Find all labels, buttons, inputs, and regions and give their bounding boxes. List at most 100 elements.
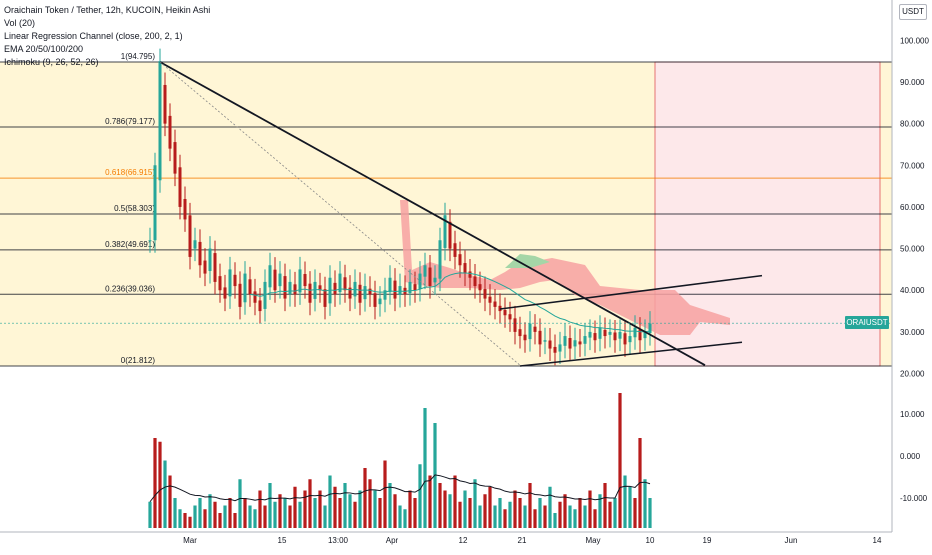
volume-bar (633, 498, 637, 528)
candle-body (343, 277, 347, 291)
volume-bar (408, 490, 412, 528)
candle-body (438, 240, 442, 279)
candle-body (648, 323, 652, 334)
volume-bar (513, 490, 517, 528)
volume-bar (208, 494, 212, 528)
legend-ema[interactable]: EMA 20/50/100/200 (4, 44, 84, 54)
volume-bar (173, 498, 177, 528)
volume-bar (163, 460, 167, 528)
volume-bar (373, 490, 377, 528)
volume-bar (483, 494, 487, 528)
volume-bar (413, 498, 417, 528)
candle-body (283, 276, 287, 299)
volume-bar (273, 501, 277, 528)
y-tick-label: 90.000 (900, 78, 925, 87)
legend-volume[interactable]: Vol (20) (4, 18, 36, 28)
volume-bar (573, 509, 577, 528)
volume-bar (583, 505, 587, 528)
cloud-green (505, 254, 550, 268)
volume-bar (228, 498, 232, 528)
volume-bar (358, 490, 362, 528)
candle-body (523, 334, 527, 341)
volume-bar (473, 479, 477, 528)
unit-label[interactable]: USDT (899, 4, 927, 20)
ichimoku-cloud (400, 200, 730, 335)
channel-lower-line (519, 341, 743, 367)
volume-bar (188, 516, 192, 528)
candle-body (203, 260, 207, 274)
x-tick-label: 13:00 (328, 536, 349, 545)
volume-bar (488, 486, 492, 528)
legend-regression[interactable]: Linear Regression Channel (close, 200, 2… (4, 31, 183, 41)
candle-body (268, 265, 272, 288)
volume-bar (498, 498, 502, 528)
candle-body (158, 61, 162, 181)
y-tick-label: 100.000 (900, 36, 929, 45)
volume-bar (553, 513, 557, 528)
volume-bar (353, 501, 357, 528)
volume-bar (378, 498, 382, 528)
volume-bar (563, 494, 567, 528)
volume-bars (148, 393, 652, 528)
candle-body (408, 281, 412, 294)
candle-body (608, 331, 612, 335)
volume-bar (538, 498, 542, 528)
volume-bar (508, 501, 512, 528)
volume-bar (198, 498, 202, 528)
x-tick-label: Apr (386, 536, 399, 545)
candle-body (633, 327, 637, 338)
x-tick-label: 12 (459, 536, 468, 545)
volume-bar (568, 505, 572, 528)
volume-bar (388, 483, 392, 528)
candle-body (383, 290, 387, 300)
candle-body (413, 284, 417, 291)
candle-body (603, 329, 607, 337)
candle-body (623, 333, 627, 345)
volume-bar (298, 501, 302, 528)
volume-bar (158, 441, 162, 528)
trendlines[interactable] (159, 61, 763, 367)
x-tick-label: 10 (646, 536, 655, 545)
volume-bar (338, 498, 342, 528)
volume-bar (278, 494, 282, 528)
volume-bar (543, 505, 547, 528)
volume-bar (618, 393, 622, 528)
legend-ichimoku[interactable]: Ichimoku (9, 26, 52, 26) (4, 57, 99, 67)
volume-bar (503, 509, 507, 528)
candle-body (258, 300, 262, 312)
candle-body (548, 340, 552, 349)
candle-body (318, 285, 322, 291)
volume-bar (628, 486, 632, 528)
volume-bar (463, 490, 467, 528)
volume-bar (333, 486, 337, 528)
volume-bar (393, 494, 397, 528)
candle-body (628, 336, 632, 343)
candle-body (573, 340, 577, 347)
volume-bar (238, 479, 242, 528)
volume-bar (283, 498, 287, 528)
cloud-red (400, 200, 730, 335)
candle-body (213, 253, 217, 282)
fib-label: 0.5(58.303) (114, 204, 155, 213)
candle-body (153, 165, 157, 241)
candle-body (348, 287, 352, 299)
volume-bar (403, 509, 407, 528)
candle-body (453, 243, 457, 257)
candle-body (388, 277, 392, 293)
candle-body (643, 331, 647, 339)
fib-label: 1(94.795) (121, 52, 156, 61)
candle-body (528, 323, 532, 340)
volume-bar (253, 509, 257, 528)
candle-body (178, 167, 182, 207)
legend-title[interactable]: Oraichain Token / Tether, 12h, KUCOIN, H… (4, 5, 211, 15)
volume-bar (368, 479, 372, 528)
candle-body (338, 273, 342, 293)
candle-body (538, 330, 542, 345)
y-tick-label: 80.000 (900, 120, 925, 129)
candle-body (368, 288, 372, 295)
x-tick-label: May (585, 536, 600, 545)
main-downtrend-line (159, 61, 706, 367)
candle-body (193, 240, 197, 249)
